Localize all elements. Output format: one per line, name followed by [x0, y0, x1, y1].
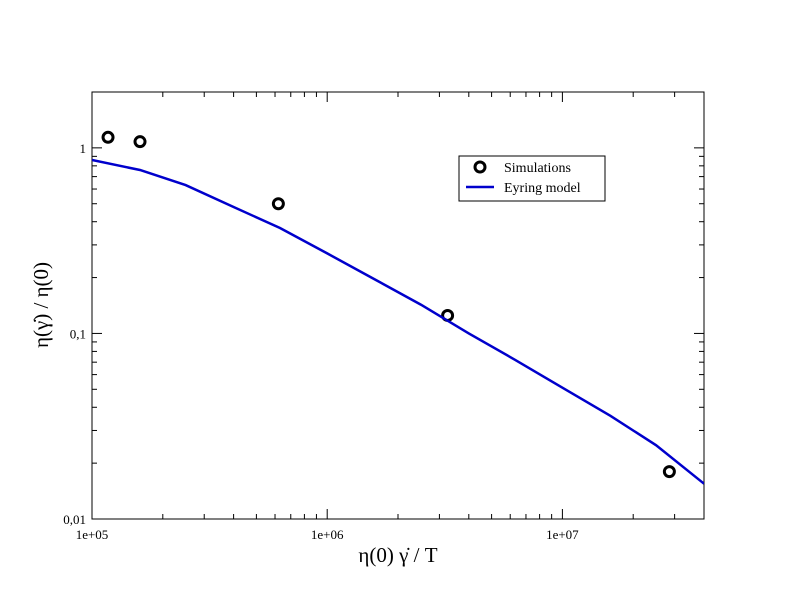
axis-ticks [91, 91, 705, 520]
series-layer [92, 130, 704, 485]
eyring-model-line [92, 158, 704, 485]
y-tick-label: 0,01 [63, 512, 86, 527]
legend-simulations-label: Simulations [504, 161, 571, 176]
legend-simulations-marker [473, 160, 487, 174]
simulation-point [271, 197, 285, 211]
x-tick-label: 1e+05 [76, 527, 109, 542]
simulation-point [101, 130, 115, 144]
simulation-point [133, 135, 147, 149]
plot-frame [91, 91, 705, 520]
y-tick-label: 0,1 [70, 326, 86, 341]
legend-eyring-label: Eyring model [504, 181, 581, 196]
x-tick-label: 1e+07 [546, 527, 579, 542]
y-axis-label: η(γ̇) / η(0) [29, 262, 53, 348]
x-tick-label: 1e+06 [311, 527, 344, 542]
x-axis-label: η(0) γ̇ / T [358, 543, 437, 567]
axis-tick-labels: 1e+05 1e+06 1e+07 0,01 0,1 1 [63, 141, 579, 542]
legend: Simulations Eyring model [458, 155, 606, 202]
y-tick-label: 1 [80, 141, 87, 156]
simulation-point [662, 465, 676, 479]
